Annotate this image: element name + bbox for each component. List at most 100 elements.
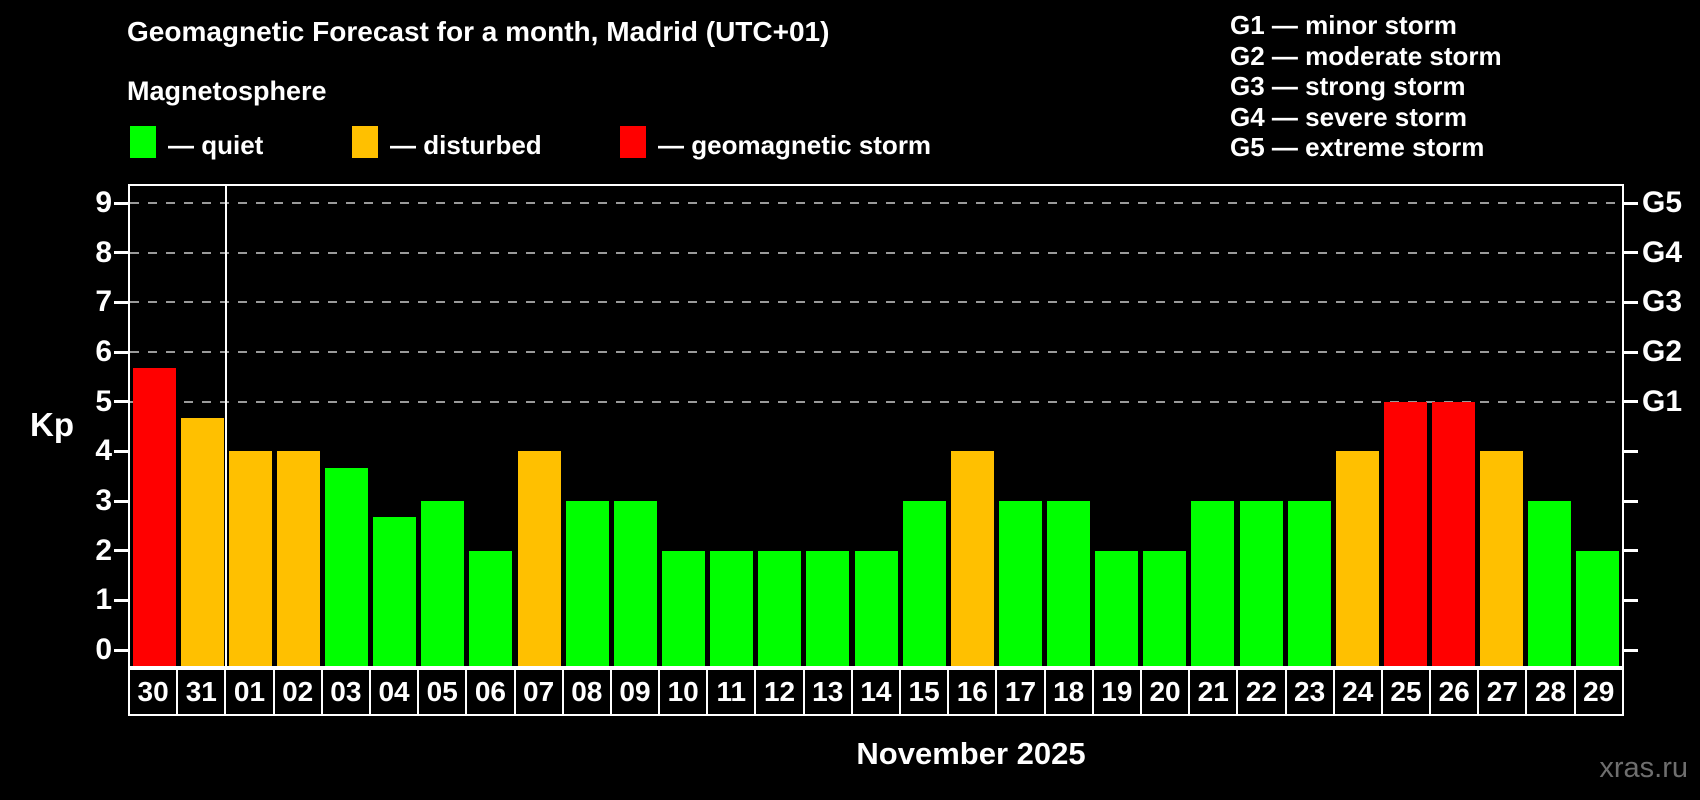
right-tick-6 — [1624, 350, 1638, 354]
gridline-kp5 — [130, 400, 1622, 403]
day-label-03: 03 — [320, 668, 371, 716]
day-label-11: 11 — [706, 668, 757, 716]
y-axis-label-8: 8 — [95, 235, 112, 269]
x-axis-title: November 2025 — [856, 736, 1086, 771]
left-tick-7 — [114, 300, 128, 304]
day-label-10: 10 — [658, 668, 709, 716]
left-tick-2 — [114, 549, 128, 553]
bar-day-04 — [373, 517, 417, 666]
day-label-04: 04 — [368, 668, 420, 716]
bar-day-05 — [421, 501, 465, 666]
bar-day-15 — [902, 501, 946, 666]
day-label-07: 07 — [513, 668, 564, 716]
day-label-26: 26 — [1429, 668, 1480, 716]
y-axis-label-7: 7 — [95, 285, 112, 319]
day-label-24: 24 — [1332, 668, 1383, 716]
day-label-18: 18 — [1043, 668, 1094, 716]
disturbed-legend-swatch — [352, 126, 378, 158]
day-label-27: 27 — [1477, 668, 1528, 716]
day-label-17: 17 — [995, 668, 1046, 716]
y-axis-label-3: 3 — [95, 484, 112, 517]
g5-legend-line: G5 — extreme storm — [1230, 132, 1485, 163]
magnetosphere-subtitle: Magnetosphere — [127, 76, 327, 106]
left-tick-1 — [114, 598, 128, 602]
gridline-kp7 — [130, 301, 1622, 304]
y-axis-label-1: 1 — [95, 583, 112, 617]
right-tick-3 — [1624, 499, 1638, 503]
day-label-14: 14 — [850, 668, 901, 716]
storm-legend-label: — geomagnetic storm — [658, 130, 932, 160]
x-axis-day-labels: 30 31 01 02 03 04 05 06 07 08 09 10 11 12 13 14 15 16 17 18… — [128, 668, 1624, 716]
g-axis-label-g2: G2 — [1642, 335, 1683, 368]
day-label-12: 12 — [754, 668, 805, 716]
bar-day-21 — [1191, 501, 1235, 666]
day-label-16: 16 — [947, 668, 998, 716]
g-scale-legend: G1 — minor storm G2 — moderate storm G3 … — [1230, 10, 1502, 163]
day-label-25: 25 — [1380, 668, 1432, 716]
gridline-kp6 — [130, 351, 1622, 353]
y-axis-title: Kp — [30, 406, 74, 443]
y-axis-label-5: 5 — [95, 384, 112, 418]
bar-day-23 — [1287, 501, 1331, 666]
day-label-08: 08 — [561, 668, 612, 716]
right-tick-7 — [1624, 300, 1638, 304]
right-tick-4 — [1624, 449, 1638, 453]
y-axis-label-0: 0 — [95, 633, 112, 666]
bar-day-08 — [565, 501, 609, 666]
month-boundary-line — [225, 186, 228, 666]
bar-day-20 — [1143, 550, 1187, 666]
day-label-19: 19 — [1091, 668, 1142, 716]
day-label-22: 22 — [1236, 668, 1287, 716]
g1-legend-line: G1 — minor storm — [1230, 10, 1457, 40]
right-tick-8 — [1624, 251, 1638, 255]
bar-day-28 — [1528, 501, 1572, 666]
day-label-29: 29 — [1573, 668, 1624, 716]
day-label-31: 31 — [176, 668, 227, 716]
bar-day-01 — [228, 451, 272, 666]
day-label-21: 21 — [1188, 668, 1239, 716]
day-label-28: 28 — [1525, 668, 1576, 716]
right-tick-0 — [1624, 648, 1638, 652]
left-tick-8 — [114, 251, 128, 255]
left-tick-9 — [114, 201, 128, 205]
right-tick-5 — [1624, 400, 1638, 404]
left-tick-0 — [114, 648, 128, 652]
g-axis-label-g4: G4 — [1642, 235, 1683, 269]
g-axis-label-g1: G1 — [1642, 384, 1683, 418]
bar-day-27 — [1480, 451, 1524, 666]
day-label-20: 20 — [1139, 668, 1191, 716]
y-axis-label-4: 4 — [95, 434, 112, 468]
bar-day-22 — [1239, 501, 1283, 666]
right-tick-1 — [1624, 598, 1638, 602]
day-label-30: 30 — [128, 668, 179, 716]
left-tick-3 — [114, 499, 128, 503]
day-label-05: 05 — [417, 668, 468, 716]
watermark: xras.ru — [1599, 752, 1688, 784]
day-label-13: 13 — [802, 668, 853, 716]
left-tick-6 — [114, 350, 128, 354]
bar-day-11 — [710, 550, 754, 666]
quiet-legend-label: — quiet — [168, 130, 264, 160]
y-axis-label-9: 9 — [95, 186, 112, 219]
disturbed-legend-label: — disturbed — [390, 130, 542, 160]
bar-day-25 — [1383, 401, 1427, 666]
y-axis-label-2: 2 — [95, 533, 112, 567]
gridline-kp8 — [130, 251, 1622, 254]
day-label-06: 06 — [465, 668, 516, 716]
bar-day-02 — [276, 451, 320, 666]
bar-day-19 — [1095, 550, 1139, 666]
left-tick-5 — [114, 400, 128, 404]
day-label-15: 15 — [899, 668, 950, 716]
bar-day-24 — [1335, 451, 1379, 666]
y-axis-label-6: 6 — [95, 335, 112, 368]
bar-day-16 — [950, 451, 994, 666]
day-label-23: 23 — [1284, 668, 1335, 716]
day-label-09: 09 — [609, 668, 661, 716]
gridline-kp9 — [130, 202, 1622, 204]
left-tick-4 — [114, 449, 128, 453]
g-axis-label-g5: G5 — [1642, 186, 1683, 219]
right-tick-2 — [1624, 549, 1638, 553]
storm-legend-swatch — [620, 126, 646, 158]
bar-day-13 — [806, 550, 850, 666]
